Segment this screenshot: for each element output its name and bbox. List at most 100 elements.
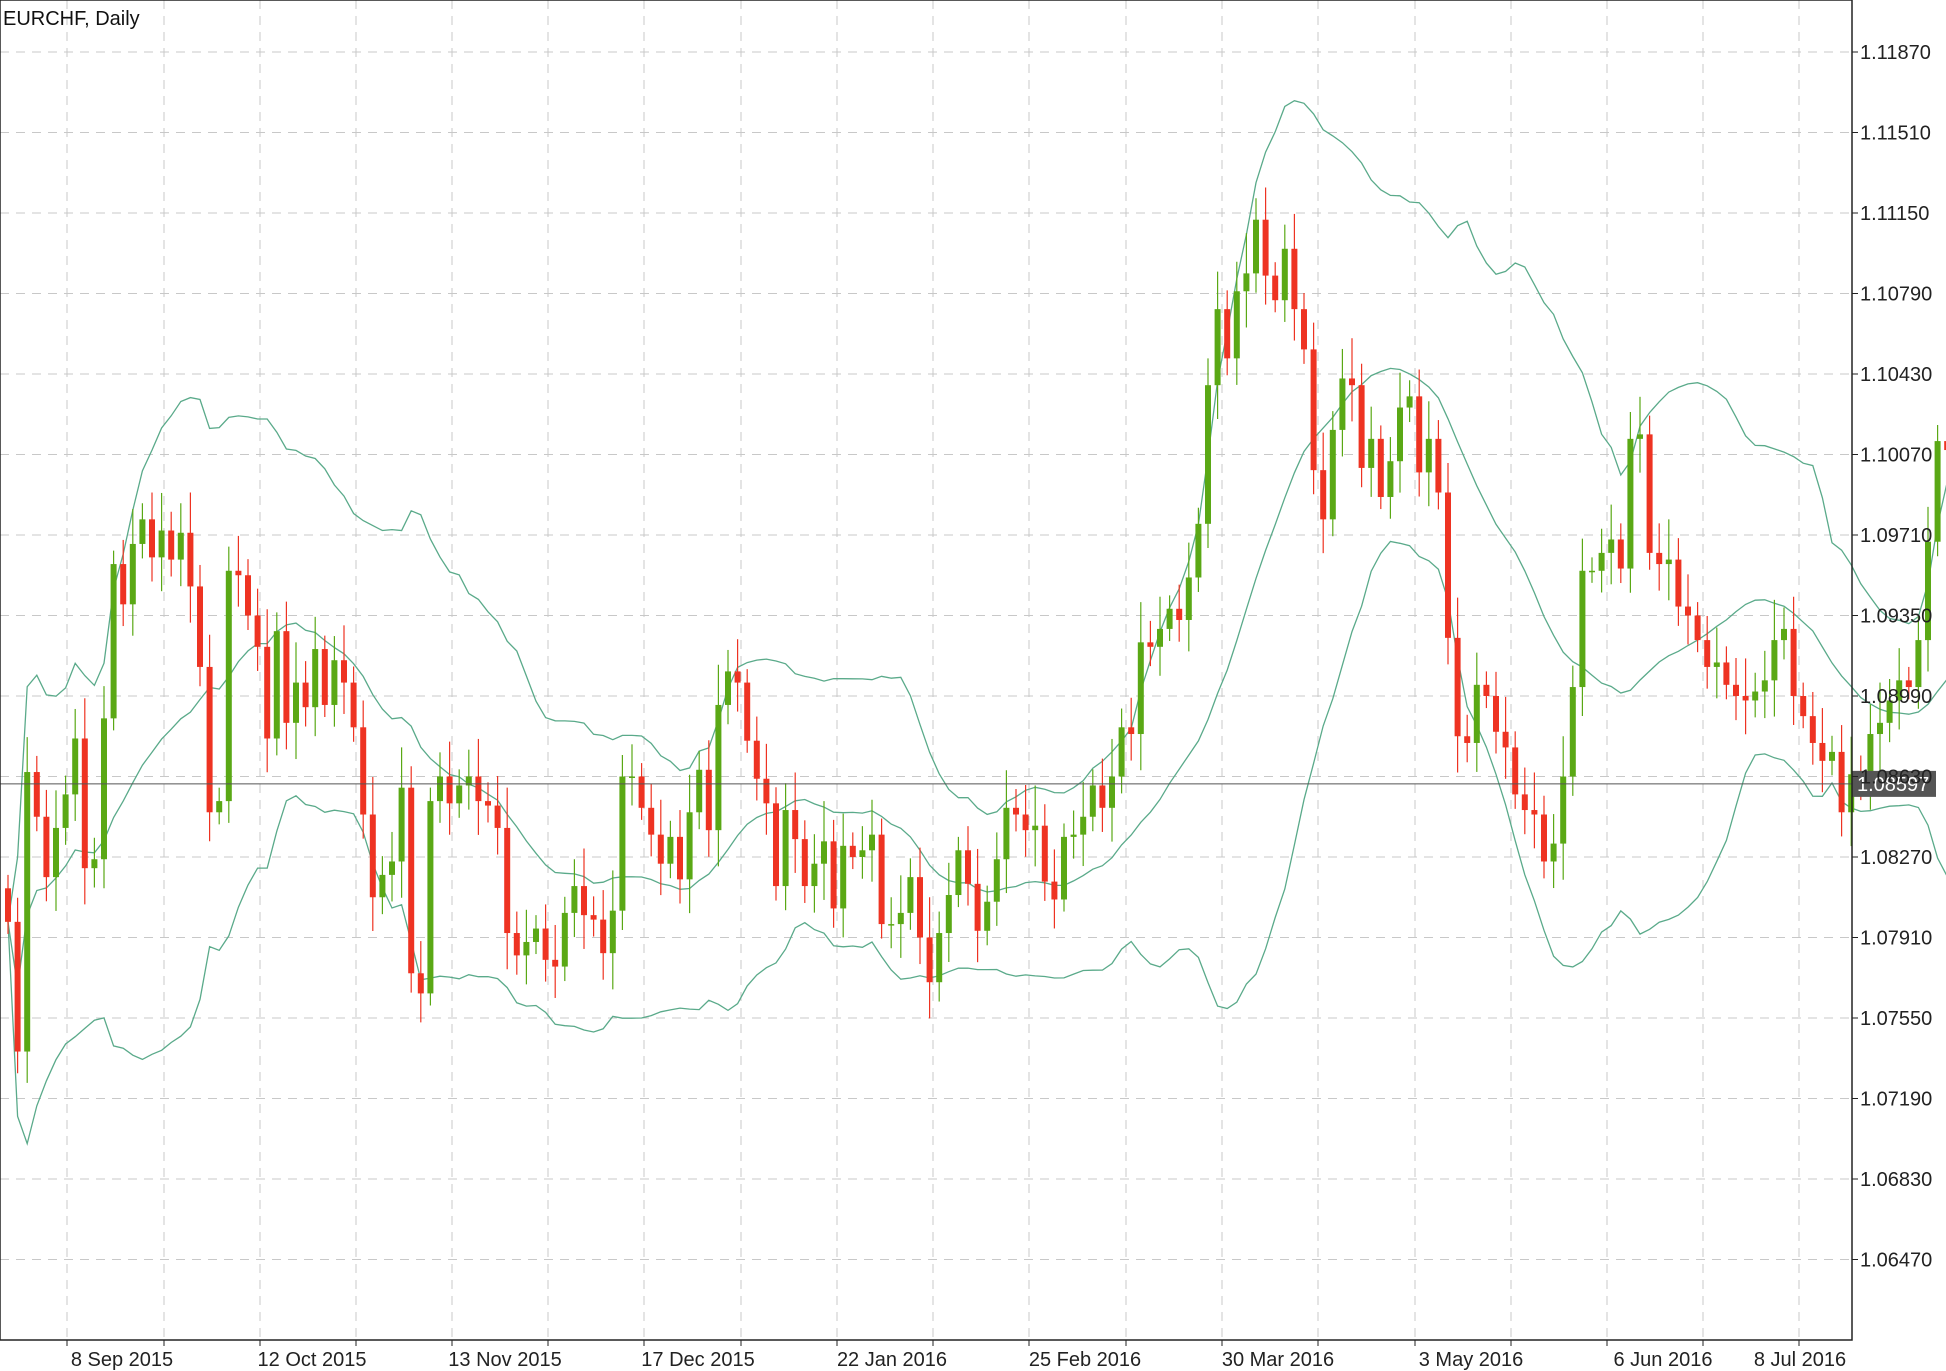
candle-body-down: [5, 888, 11, 922]
candle-body-down: [849, 845, 856, 857]
candle-body-down: [1733, 684, 1739, 696]
candle-body-up: [1886, 700, 1893, 723]
candle-body-up: [1195, 523, 1202, 578]
candle-body-down: [1944, 441, 1946, 451]
candle-body-down: [264, 646, 271, 739]
candle-body-up: [1387, 461, 1394, 497]
candle-body-up: [1253, 219, 1259, 274]
y-tick-label: 1.07190: [1860, 1089, 1932, 1111]
candle-body-up: [1665, 559, 1672, 565]
candle-body-up: [1473, 684, 1480, 743]
candle-body-up: [1598, 552, 1605, 571]
candle-body-up: [1109, 776, 1115, 808]
candle-body-down: [446, 776, 453, 804]
candle-body-down: [120, 564, 127, 605]
candle-body-down: [14, 921, 21, 1052]
x-tick-label: 30 Mar 2016: [1222, 1349, 1334, 1371]
candle-body-down: [801, 839, 808, 887]
candle-body-down: [197, 586, 203, 667]
candle-body-down: [878, 834, 885, 925]
candle-body-down: [965, 850, 971, 884]
plot-frame: [0, 0, 1853, 1341]
candle-body-up: [715, 704, 722, 831]
candle-body-up: [216, 801, 223, 813]
candle-body-down: [43, 816, 50, 878]
candle-body-up: [1560, 776, 1567, 844]
candle-body-up: [1166, 608, 1173, 629]
candle-body-down: [350, 682, 357, 728]
candle-body-up: [427, 801, 434, 994]
candle-body-up: [101, 718, 107, 860]
x-tick-label: 8 Jul 2016: [1754, 1349, 1846, 1371]
candle-body-down: [417, 973, 424, 994]
current-price-line: 1.08597: [0, 770, 1936, 797]
candle-body-down: [542, 928, 549, 960]
candle-body-up: [1771, 640, 1778, 681]
candle-body-down: [149, 519, 155, 558]
candle-body-up: [1205, 385, 1211, 524]
candle-body-up: [1752, 691, 1759, 701]
candle-body-up: [1118, 727, 1125, 777]
candle-body-up: [1243, 273, 1250, 292]
candle-body-down: [1905, 680, 1912, 688]
candle-body-down: [657, 834, 664, 864]
candle-body-up: [398, 787, 405, 862]
candle-body-up: [1425, 438, 1432, 473]
candle-body-up: [1233, 291, 1240, 359]
candle-body-up: [571, 886, 578, 913]
candle-body-down: [830, 841, 837, 909]
candle-body-down: [792, 810, 799, 840]
candle-body-up: [379, 874, 386, 898]
candle-body-down: [513, 933, 520, 956]
candle-body-down: [1445, 492, 1451, 638]
candle-body-down: [1041, 825, 1048, 882]
candle-body-up: [1569, 687, 1576, 777]
candle-body-up: [273, 631, 280, 739]
candle-body-up: [869, 834, 875, 851]
candle-body-down: [1291, 248, 1298, 310]
candle-body-up: [1406, 396, 1413, 408]
candle-body-down: [33, 772, 40, 817]
candle-body-down: [187, 532, 194, 587]
candle-body-up: [1925, 541, 1931, 641]
candle-body-down: [1416, 396, 1423, 473]
candle-body-down: [926, 937, 933, 983]
candle-body-up: [110, 564, 117, 719]
candle-body-down: [1464, 736, 1471, 743]
candle-body-up: [993, 859, 1000, 902]
candle-body-up: [984, 901, 991, 931]
candlesticks: [5, 187, 1946, 1083]
candle-body-up: [1848, 774, 1855, 813]
candle-body-up: [945, 895, 952, 934]
candle-body-up: [533, 928, 539, 942]
candle-body-down: [1819, 742, 1826, 761]
candle-body-down: [81, 738, 88, 869]
candle-body-up: [1637, 434, 1643, 439]
y-tick-label: 1.06470: [1860, 1250, 1932, 1272]
candle-body-up: [619, 776, 626, 911]
y-tick-label: 1.10070: [1860, 445, 1932, 467]
candle-body-up: [312, 649, 319, 708]
current-price-tag: [1852, 770, 1936, 797]
y-tick-label: 1.08270: [1860, 847, 1932, 869]
candle-body-up: [1185, 577, 1192, 620]
candle-body-down: [341, 660, 347, 683]
candle-body-up: [1829, 751, 1835, 761]
candle-body-up: [1761, 680, 1768, 692]
candle-body-down: [494, 805, 501, 828]
candle-body-up: [859, 850, 866, 857]
y-tick-label: 1.06830: [1860, 1169, 1932, 1191]
axes: [0, 0, 1853, 1341]
candle-body-up: [1608, 539, 1615, 553]
candle-body-down: [1224, 309, 1231, 359]
x-tick-label: 17 Dec 2015: [641, 1349, 754, 1371]
candle-body-down: [581, 886, 587, 916]
current-price-label: 1.08597: [1857, 774, 1929, 796]
candle-body-up: [1281, 248, 1288, 301]
candle-body-up: [1157, 628, 1163, 647]
candle-body-up: [53, 827, 59, 878]
candle-body-up: [897, 912, 904, 925]
candle-body-down: [485, 801, 491, 806]
candle-body-up: [225, 570, 232, 802]
candle-body-down: [1493, 696, 1499, 732]
